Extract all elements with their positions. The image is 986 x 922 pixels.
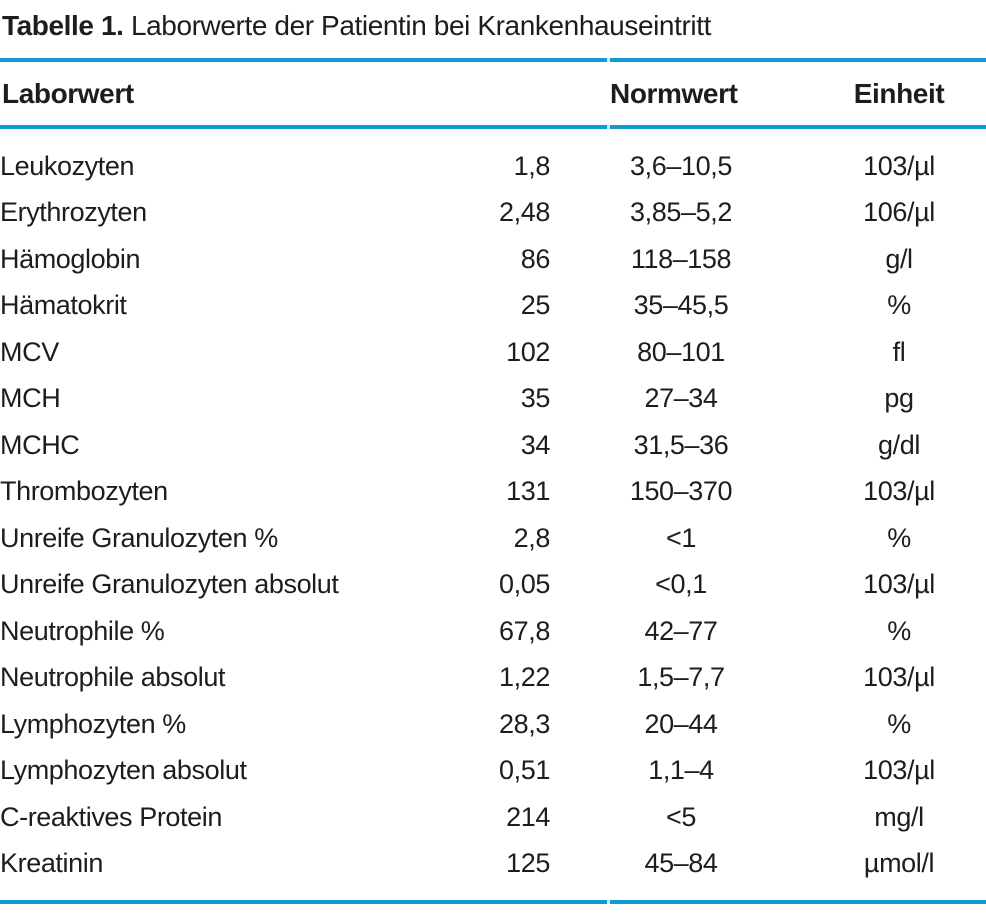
lab-unit-cell: fl bbox=[892, 336, 906, 367]
table-row: Erythrozyten 2,48 3,85–5,2 106/µl bbox=[0, 190, 986, 237]
lab-norm-cell: <0,1 bbox=[655, 569, 707, 600]
lab-name-cell: MCH bbox=[0, 383, 61, 414]
lab-unit-cell: 103/µl bbox=[863, 569, 935, 600]
lab-value-cell: 86 bbox=[520, 243, 550, 274]
lab-value-cell: 0,51 bbox=[499, 755, 550, 786]
lab-name-cell: Erythrozyten bbox=[0, 197, 147, 228]
lab-value-cell: 102 bbox=[506, 336, 550, 367]
lab-unit-cell: 103/µl bbox=[863, 150, 935, 181]
lab-norm-cell: 80–101 bbox=[637, 336, 725, 367]
table-row: Lymphozyten absolut 0,51 1,1–4 103/µl bbox=[0, 748, 986, 795]
lab-norm-cell: 31,5–36 bbox=[633, 429, 729, 460]
lab-unit-cell: % bbox=[887, 522, 911, 553]
lab-unit-cell: g/dl bbox=[878, 429, 920, 460]
table-rule-top bbox=[0, 58, 986, 62]
table-row: Unreife Granulozyten % 2,8 <1 % bbox=[0, 515, 986, 562]
lab-value-cell: 35 bbox=[520, 383, 550, 414]
lab-unit-cell: 103/µl bbox=[863, 476, 935, 507]
lab-norm-cell: 45–84 bbox=[644, 848, 718, 879]
table-row: Neutrophile % 67,8 42–77 % bbox=[0, 608, 986, 655]
lab-name-cell: Neutrophile % bbox=[0, 615, 165, 646]
lab-name-cell: Hämoglobin bbox=[0, 243, 141, 274]
lab-value-cell: 125 bbox=[506, 848, 550, 879]
lab-name-cell: Thrombozyten bbox=[0, 476, 168, 507]
table-row: Kreatinin 125 45–84 µmol/l bbox=[0, 841, 986, 888]
lab-norm-cell: <5 bbox=[666, 801, 696, 832]
lab-norm-cell: 3,6–10,5 bbox=[630, 150, 732, 181]
lab-unit-cell: µmol/l bbox=[863, 848, 935, 879]
lab-value-cell: 67,8 bbox=[499, 615, 550, 646]
lab-name-cell: Kreatinin bbox=[0, 848, 103, 879]
table-row: Lymphozyten % 28,3 20–44 % bbox=[0, 701, 986, 748]
table-header-row: Laborwert Normwert Einheit bbox=[0, 62, 986, 125]
column-header-laborwert: Laborwert bbox=[2, 77, 134, 109]
lab-unit-cell: % bbox=[887, 290, 911, 321]
lab-value-cell: 28,3 bbox=[499, 708, 550, 739]
lab-norm-cell: 20–44 bbox=[644, 708, 718, 739]
table-row: Thrombozyten 131 150–370 103/µl bbox=[0, 469, 986, 516]
table-rule-bottom bbox=[0, 900, 986, 904]
lab-norm-cell: 150–370 bbox=[629, 476, 733, 507]
lab-value-cell: 0,05 bbox=[499, 569, 550, 600]
lab-norm-cell: <1 bbox=[666, 522, 696, 553]
table-row: MCHC 34 31,5–36 g/dl bbox=[0, 422, 986, 469]
lab-norm-cell: 42–77 bbox=[644, 615, 718, 646]
lab-value-cell: 214 bbox=[506, 801, 550, 832]
lab-values-table: Leukozyten 1,8 3,6–10,5 103/µl Erythrozy… bbox=[0, 143, 986, 887]
lab-norm-cell: 1,1–4 bbox=[648, 755, 714, 786]
lab-norm-cell: 118–158 bbox=[630, 243, 732, 274]
lab-name-cell: Lymphozyten absolut bbox=[0, 755, 247, 786]
column-header-normwert: Normwert bbox=[610, 77, 738, 109]
lab-name-cell: Leukozyten bbox=[0, 150, 135, 181]
table-row: Hämoglobin 86 118–158 g/l bbox=[0, 236, 986, 283]
table-row: MCV 102 80–101 fl bbox=[0, 329, 986, 376]
table-row: C-reaktives Protein 214 <5 mg/l bbox=[0, 794, 986, 841]
lab-name-cell: Unreife Granulozyten % bbox=[0, 522, 278, 553]
table-rule-header-bottom bbox=[0, 125, 986, 129]
lab-unit-cell: 106/µl bbox=[863, 197, 935, 228]
lab-unit-cell: pg bbox=[884, 383, 914, 414]
lab-norm-cell: 3,85–5,2 bbox=[630, 197, 732, 228]
table-row: Unreife Granulozyten absolut 0,05 <0,1 1… bbox=[0, 562, 986, 609]
table-row: Neutrophile absolut 1,22 1,5–7,7 103/µl bbox=[0, 655, 986, 702]
lab-unit-cell: mg/l bbox=[874, 801, 924, 832]
lab-norm-cell: 35–45,5 bbox=[633, 290, 729, 321]
lab-unit-cell: % bbox=[887, 708, 911, 739]
lab-value-cell: 1,22 bbox=[499, 662, 550, 693]
column-header-einheit: Einheit bbox=[853, 77, 945, 109]
lab-norm-cell: 27–34 bbox=[644, 383, 718, 414]
table-caption-text: Laborwerte der Patientin bei Krankenhaus… bbox=[130, 10, 711, 41]
lab-value-cell: 1,8 bbox=[513, 150, 550, 181]
lab-value-cell: 2,8 bbox=[513, 522, 550, 553]
table-row: Leukozyten 1,8 3,6–10,5 103/µl bbox=[0, 143, 986, 190]
lab-name-cell: Unreife Granulozyten absolut bbox=[0, 569, 339, 600]
lab-value-cell: 2,48 bbox=[499, 197, 550, 228]
lab-norm-cell: 1,5–7,7 bbox=[637, 662, 725, 693]
table-row: Hämatokrit 25 35–45,5 % bbox=[0, 283, 986, 330]
lab-unit-cell: 103/µl bbox=[863, 755, 935, 786]
table-caption: Tabelle 1. Laborwerte der Patientin bei … bbox=[2, 9, 711, 43]
lab-value-cell: 25 bbox=[520, 290, 550, 321]
lab-unit-cell: % bbox=[887, 615, 911, 646]
lab-name-cell: C-reaktives Protein bbox=[0, 801, 222, 832]
table-row: MCH 35 27–34 pg bbox=[0, 376, 986, 423]
lab-name-cell: MCV bbox=[0, 336, 59, 367]
lab-unit-cell: 103/µl bbox=[863, 662, 935, 693]
lab-name-cell: Hämatokrit bbox=[0, 290, 127, 321]
lab-name-cell: Neutrophile absolut bbox=[0, 662, 226, 693]
lab-unit-cell: g/l bbox=[885, 243, 913, 274]
table-caption-label: Tabelle 1. bbox=[2, 10, 124, 41]
lab-name-cell: MCHC bbox=[0, 429, 80, 460]
lab-value-cell: 131 bbox=[506, 476, 550, 507]
lab-name-cell: Lymphozyten % bbox=[0, 708, 186, 739]
lab-value-cell: 34 bbox=[520, 429, 550, 460]
